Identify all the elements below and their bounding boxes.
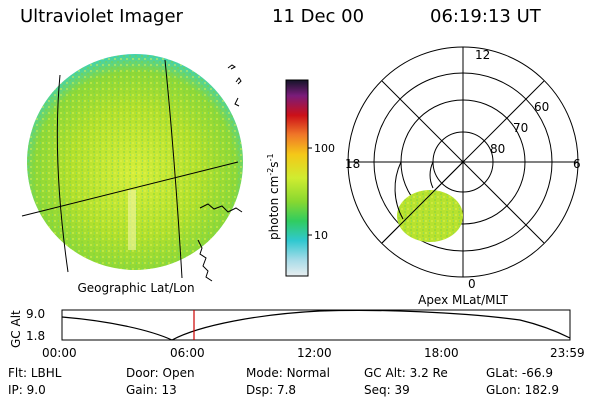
status-ip: IP: 9.0	[8, 383, 46, 397]
status-glon: GLon: 182.9	[486, 383, 559, 397]
polar-grid-overlay	[381, 161, 464, 244]
orbit-plot-frame	[61, 309, 571, 341]
orbit-ytick-low: 1.8	[26, 329, 45, 343]
polar-mlt-panel: 12 18 6 0 60 70 80 Apex MLat/MLT	[345, 46, 581, 307]
orbit-xtick-0600: 06:00	[170, 346, 205, 360]
colorbar-scale	[285, 79, 309, 277]
colorbar-unit-label: photon cm-2s-1	[266, 153, 281, 240]
time-label: 06:19:13 UT	[430, 6, 541, 27]
orbit-xtick-0000: 00:00	[42, 346, 77, 360]
status-gc-alt: GC Alt: 3.2 Re	[364, 366, 448, 380]
colorbar-tick-100: 100	[314, 142, 335, 155]
geographic-grid	[21, 59, 239, 279]
lat-label-80: 80	[490, 142, 505, 156]
uv-noise-texture	[27, 54, 243, 270]
status-glat: GLat: -66.9	[486, 366, 553, 380]
mlt-label-18: 18	[345, 157, 360, 171]
coastline	[197, 64, 243, 282]
status-door: Door: Open	[126, 366, 195, 380]
status-flt: Flt: LBHL	[8, 366, 62, 380]
geographic-image-panel: Geographic Lat/Lon	[21, 54, 243, 295]
lat-label-70: 70	[513, 121, 528, 135]
apex-caption: Apex MLat/MLT	[418, 293, 508, 307]
colorbar-tick-10: 10	[314, 229, 328, 242]
bright-streak	[128, 190, 136, 250]
orbit-xtick-2359: 23:59	[550, 346, 585, 360]
mlt-label-6: 6	[573, 157, 581, 171]
orbit-xtick-1200: 12:00	[297, 346, 332, 360]
orbit-altitude-plot: GC Alt 9.0 1.8	[9, 307, 571, 348]
status-mode: Mode: Normal	[246, 366, 330, 380]
date-label: 11 Dec 00	[272, 6, 365, 27]
colorbar: 100 10 photon cm-2s-1	[266, 79, 335, 277]
status-seq: Seq: 39	[364, 383, 410, 397]
orbit-ylabel: GC Alt	[9, 310, 23, 348]
status-dsp: Dsp: 7.8	[246, 383, 297, 397]
auroral-patch-texture	[397, 190, 463, 242]
orbit-xtick-1800: 18:00	[424, 346, 459, 360]
status-gain: Gain: 13	[126, 383, 177, 397]
instrument-title: Ultraviolet Imager	[20, 6, 183, 27]
mlt-label-12: 12	[475, 48, 490, 62]
lat-label-60: 60	[534, 100, 549, 114]
geographic-caption: Geographic Lat/Lon	[77, 281, 194, 295]
orbit-altitude-curve	[61, 309, 571, 341]
orbit-ytick-high: 9.0	[26, 307, 45, 321]
mlt-label-0: 0	[468, 277, 476, 291]
colorbar-tick-marks	[308, 147, 312, 236]
